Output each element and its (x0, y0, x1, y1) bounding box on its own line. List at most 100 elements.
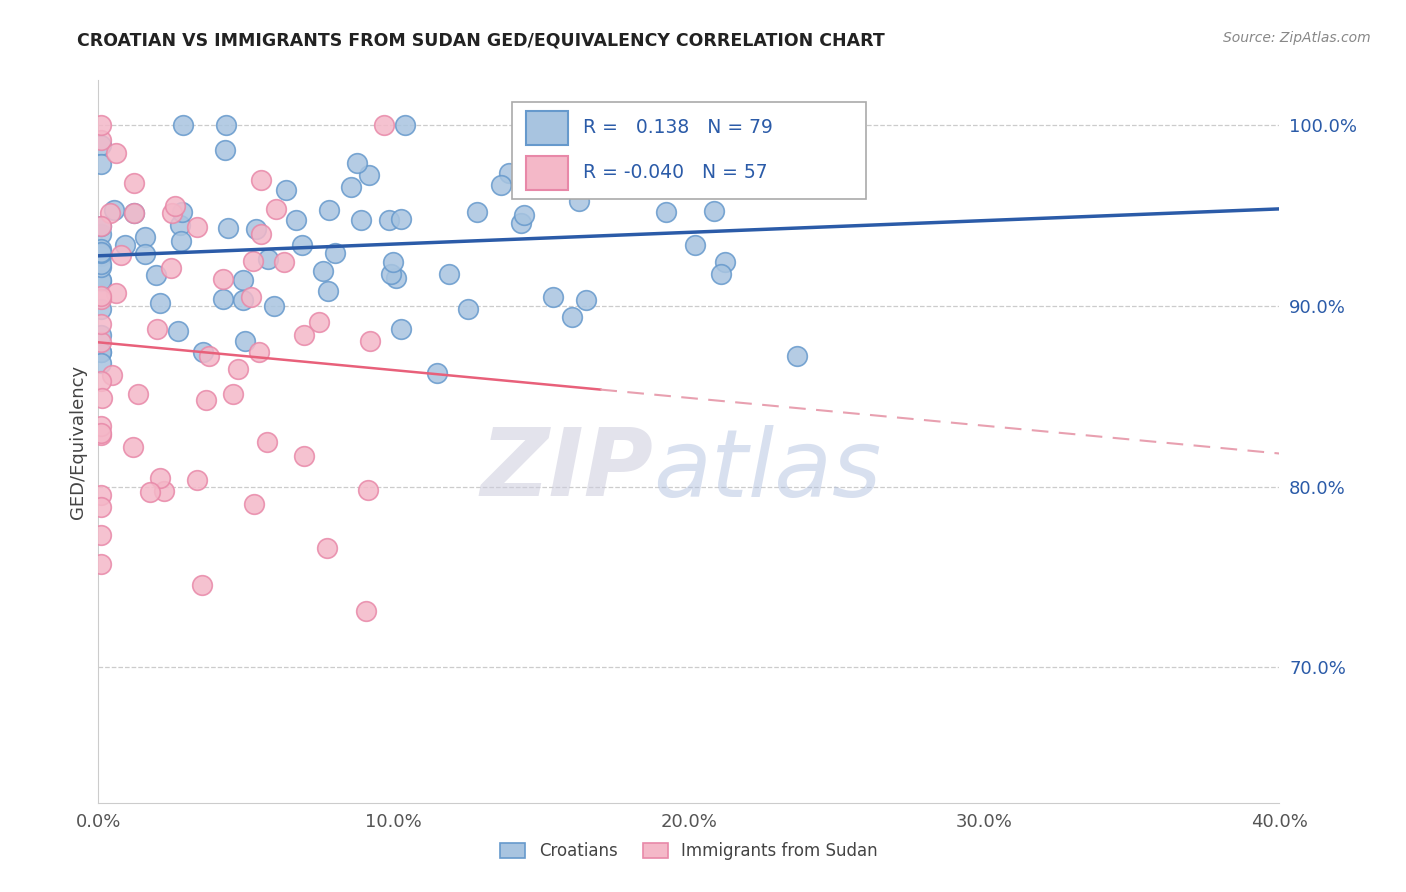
Point (561, 310, 583, 325)
Point (232, 273, 254, 287)
Point (212, 292, 235, 306)
Point (149, 471, 172, 485)
Point (308, 315, 330, 329)
Point (104, 286, 127, 301)
Point (426, 366, 449, 380)
Point (104, 146, 127, 161)
Point (166, 324, 188, 338)
Point (512, 119, 534, 133)
Point (162, 206, 184, 220)
Point (491, 178, 513, 192)
Point (103, 202, 125, 217)
Point (90, 427, 112, 442)
Point (90, 327, 112, 342)
Point (292, 327, 315, 342)
Point (110, 248, 132, 262)
Point (90, 227, 112, 241)
Point (389, 322, 412, 336)
Point (240, 290, 263, 304)
Point (90, 249, 112, 263)
Point (90, 219, 112, 234)
Point (568, 194, 591, 208)
Point (186, 220, 208, 235)
Point (134, 229, 156, 244)
Point (713, 255, 735, 269)
Point (512, 208, 534, 222)
Point (191, 345, 214, 359)
Point (385, 271, 408, 285)
Point (394, 119, 416, 133)
Point (90, 292, 112, 306)
Y-axis label: GED/Equivalency: GED/Equivalency (69, 365, 87, 518)
Point (90, 157, 112, 171)
Point (90, 119, 112, 133)
Point (274, 183, 297, 197)
Point (160, 260, 183, 275)
Point (90, 557, 112, 571)
Point (101, 368, 124, 383)
Point (90, 219, 112, 234)
Point (90, 391, 112, 405)
Point (284, 212, 307, 227)
Point (90, 242, 112, 256)
Point (373, 119, 395, 133)
Point (266, 202, 288, 217)
Point (138, 485, 160, 500)
Point (90, 345, 112, 359)
Point (122, 206, 145, 220)
Point (90, 528, 112, 542)
Point (90, 345, 112, 359)
Point (360, 334, 382, 348)
Point (439, 267, 461, 281)
Point (90, 488, 112, 502)
Point (233, 334, 256, 349)
Point (359, 168, 381, 182)
Point (339, 180, 361, 194)
Point (257, 252, 280, 266)
Text: atlas: atlas (654, 425, 882, 516)
Point (122, 206, 145, 220)
Point (699, 120, 721, 135)
Point (380, 267, 402, 281)
Point (316, 284, 339, 298)
Point (90, 301, 112, 316)
Point (465, 205, 488, 219)
Point (323, 245, 346, 260)
Point (90, 426, 112, 441)
Point (263, 299, 285, 313)
Point (273, 255, 295, 269)
Point (510, 216, 533, 230)
Point (249, 173, 271, 187)
Point (90, 133, 112, 147)
Point (134, 246, 156, 260)
Point (214, 119, 236, 133)
Point (90, 289, 112, 303)
Point (214, 144, 236, 158)
Point (575, 293, 598, 308)
Point (163, 198, 186, 212)
Point (553, 171, 575, 186)
Point (114, 237, 136, 252)
Point (195, 393, 218, 408)
Point (242, 253, 264, 268)
Point (315, 541, 337, 555)
Point (346, 156, 368, 170)
Point (169, 218, 191, 232)
Point (212, 271, 235, 285)
Point (245, 222, 267, 236)
Point (172, 119, 194, 133)
Point (146, 322, 169, 336)
Point (122, 440, 145, 454)
Point (90, 272, 112, 286)
Point (247, 344, 270, 359)
Point (710, 267, 733, 281)
Point (217, 221, 239, 235)
Point (90, 244, 112, 259)
Point (149, 295, 172, 310)
Point (145, 268, 167, 282)
Point (127, 387, 149, 401)
Point (153, 484, 176, 499)
Point (250, 227, 273, 241)
Point (683, 238, 706, 252)
Point (703, 204, 725, 219)
